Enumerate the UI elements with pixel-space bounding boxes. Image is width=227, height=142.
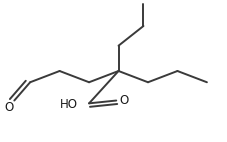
Text: O: O xyxy=(119,94,128,107)
Text: HO: HO xyxy=(59,98,77,111)
Text: O: O xyxy=(4,101,13,114)
